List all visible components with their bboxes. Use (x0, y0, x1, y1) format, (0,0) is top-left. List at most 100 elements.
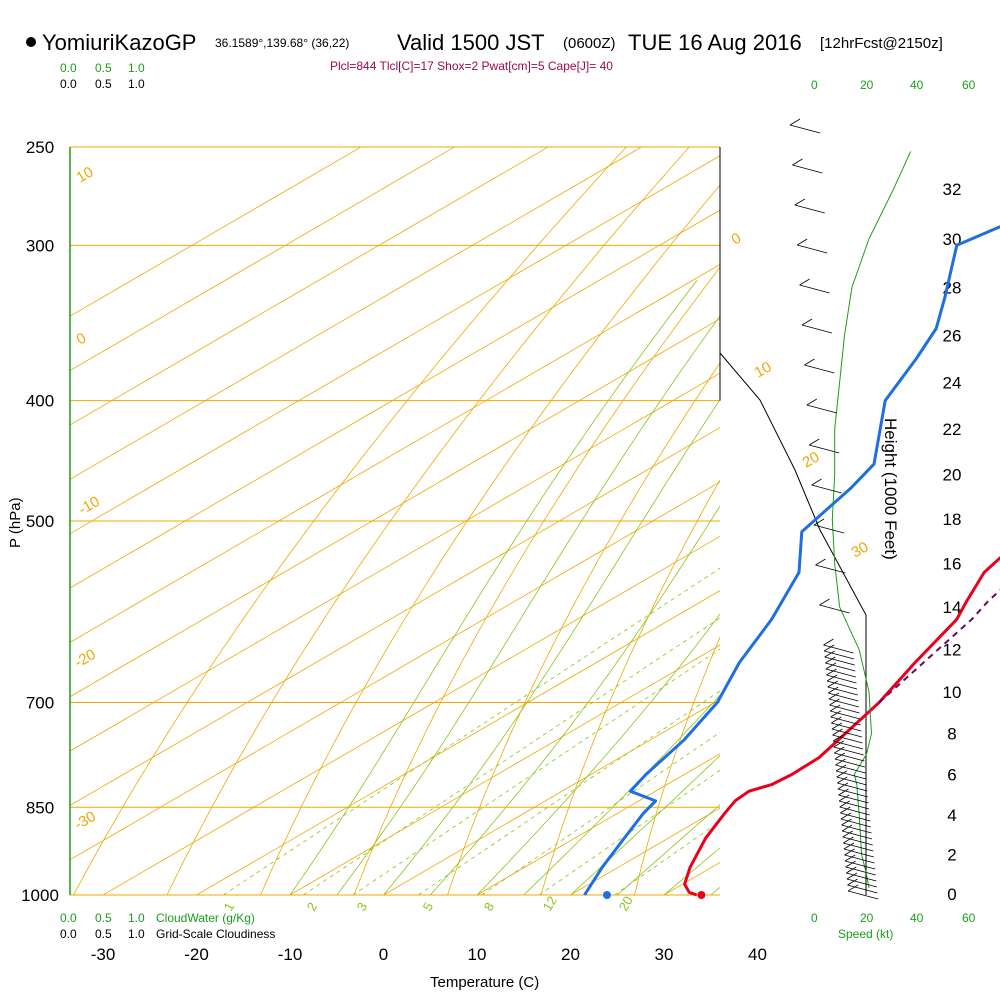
wind-barb (797, 244, 828, 254)
wind-barb (829, 704, 860, 714)
temperature-tick-label: -10 (278, 945, 303, 964)
wind-barb (815, 564, 846, 574)
wind-barb-flag (838, 788, 849, 796)
dry-adiabat-line (822, 147, 1000, 895)
wind-barb (831, 722, 862, 732)
cloudwater-label: CloudWater (g/Kg) (156, 911, 255, 925)
wind-barb-flag (840, 806, 851, 814)
wind-barb-flag (804, 358, 815, 366)
wind-barb (813, 524, 845, 534)
wind-barb (842, 836, 873, 846)
dry-adiabat-line (73, 146, 627, 896)
wind-barb (840, 812, 871, 822)
moist-adiabat-line (430, 505, 720, 896)
dry-adiabat-line (540, 479, 720, 896)
wind-barb-flag (794, 198, 806, 206)
dry-adiabat-line (634, 636, 720, 896)
isotherm-line (476, 753, 720, 896)
wind-barbs (789, 118, 879, 900)
isotherm-line (70, 146, 549, 426)
temperature-tick-label: 30 (655, 945, 674, 964)
moist-adiabat-line (383, 398, 720, 896)
wind-barb-flag (819, 598, 830, 606)
speed-scale-top-0: 0 (811, 78, 818, 92)
moist-adiabat-line (570, 754, 720, 896)
mixing-ratio-label: 3 (354, 900, 371, 914)
wind-barb-flag (828, 686, 839, 694)
wind-barb (828, 692, 859, 702)
temperature-tick-label: 10 (468, 945, 487, 964)
wind-barb (837, 788, 869, 798)
height-tick-label: 0 (947, 885, 956, 904)
wind-barb-flag (826, 674, 838, 682)
wind-barb-flag (825, 656, 836, 664)
wind-barb (826, 674, 857, 684)
chart-series (583, 225, 1000, 899)
dry-adiabat-label: -30 (72, 808, 99, 834)
wind-barb-flag (841, 824, 853, 832)
cloudwater-scale-top-0: 0.0 (60, 61, 77, 75)
chart-boundary (69, 146, 867, 895)
wind-barb-flag (840, 812, 852, 820)
station-name: YomiuriKazoGP (42, 30, 196, 55)
wind-barb (845, 866, 876, 876)
dry-adiabat-label: 10 (752, 358, 775, 381)
wind-barb (832, 734, 863, 744)
wind-barb-flag (826, 668, 837, 676)
speed-scale-bottom-0: 0 (811, 911, 818, 925)
height-tick-label: 8 (947, 724, 956, 743)
speed-scale-bottom-40: 40 (910, 911, 924, 925)
wind-barb (831, 728, 863, 738)
wind-barb (833, 746, 864, 756)
wind-barb-flag (835, 758, 846, 766)
dry-adiabat-label: 10 (74, 163, 97, 186)
pressure-tick-label: 250 (26, 138, 54, 157)
isotherm-line (102, 535, 720, 896)
wind-barb (824, 656, 855, 666)
isotherm-line (70, 146, 362, 317)
wind-barb (837, 782, 868, 792)
isotherm-line (758, 147, 1000, 895)
y-axis-title: P (hPa) (7, 497, 24, 548)
speed-scale-bottom-60: 60 (962, 911, 976, 925)
wind-barb (832, 740, 864, 750)
mixing-ratio-line (614, 820, 720, 896)
wind-barb-flag (835, 764, 847, 772)
mixing-ratio-line (352, 648, 720, 896)
wind-barb-flag (847, 884, 859, 892)
wind-barb (827, 686, 858, 696)
pressure-tick-label: 400 (26, 392, 54, 411)
wind-barb-flag (827, 680, 838, 688)
wind-barb-flag (799, 278, 810, 286)
wind-barb (839, 806, 870, 816)
wind-barb (834, 758, 866, 768)
dry-adiabat-line (447, 362, 720, 896)
height-tick-label: 14 (943, 598, 962, 617)
height-tick-label: 2 (947, 846, 956, 865)
wind-barb (834, 752, 865, 762)
moist-adiabat-line (336, 315, 720, 896)
wind-barb (809, 444, 840, 454)
temperature-tick-label: -20 (184, 945, 209, 964)
dry-adiabat-label: 0 (74, 330, 90, 349)
dry-adiabat-line (260, 184, 720, 896)
temperature-tick-label: 20 (561, 945, 580, 964)
dry-adiabat-label: -20 (72, 646, 99, 672)
pressure-tick-label: 850 (26, 798, 54, 817)
wind-barb (823, 644, 854, 654)
wind-barb (847, 884, 878, 894)
wind-barb (819, 604, 850, 614)
wind-barb (847, 890, 879, 900)
wind-barb (841, 824, 872, 834)
wind-barb-flag (830, 710, 841, 718)
dry-adiabat-label: -10 (76, 493, 103, 519)
mixing-ratio-line (481, 731, 720, 896)
pressure-tick-label: 500 (26, 512, 54, 531)
cloudwater-scale-bottom-1: 0.5 (95, 911, 112, 925)
cloudiness-scale-bottom-1: 0.5 (95, 927, 112, 941)
wind-barb (789, 124, 821, 134)
wind-barb (806, 404, 837, 414)
wind-barb-flag (842, 830, 853, 838)
height-tick-label: 16 (943, 554, 962, 573)
wind-barb-flag (834, 746, 845, 754)
